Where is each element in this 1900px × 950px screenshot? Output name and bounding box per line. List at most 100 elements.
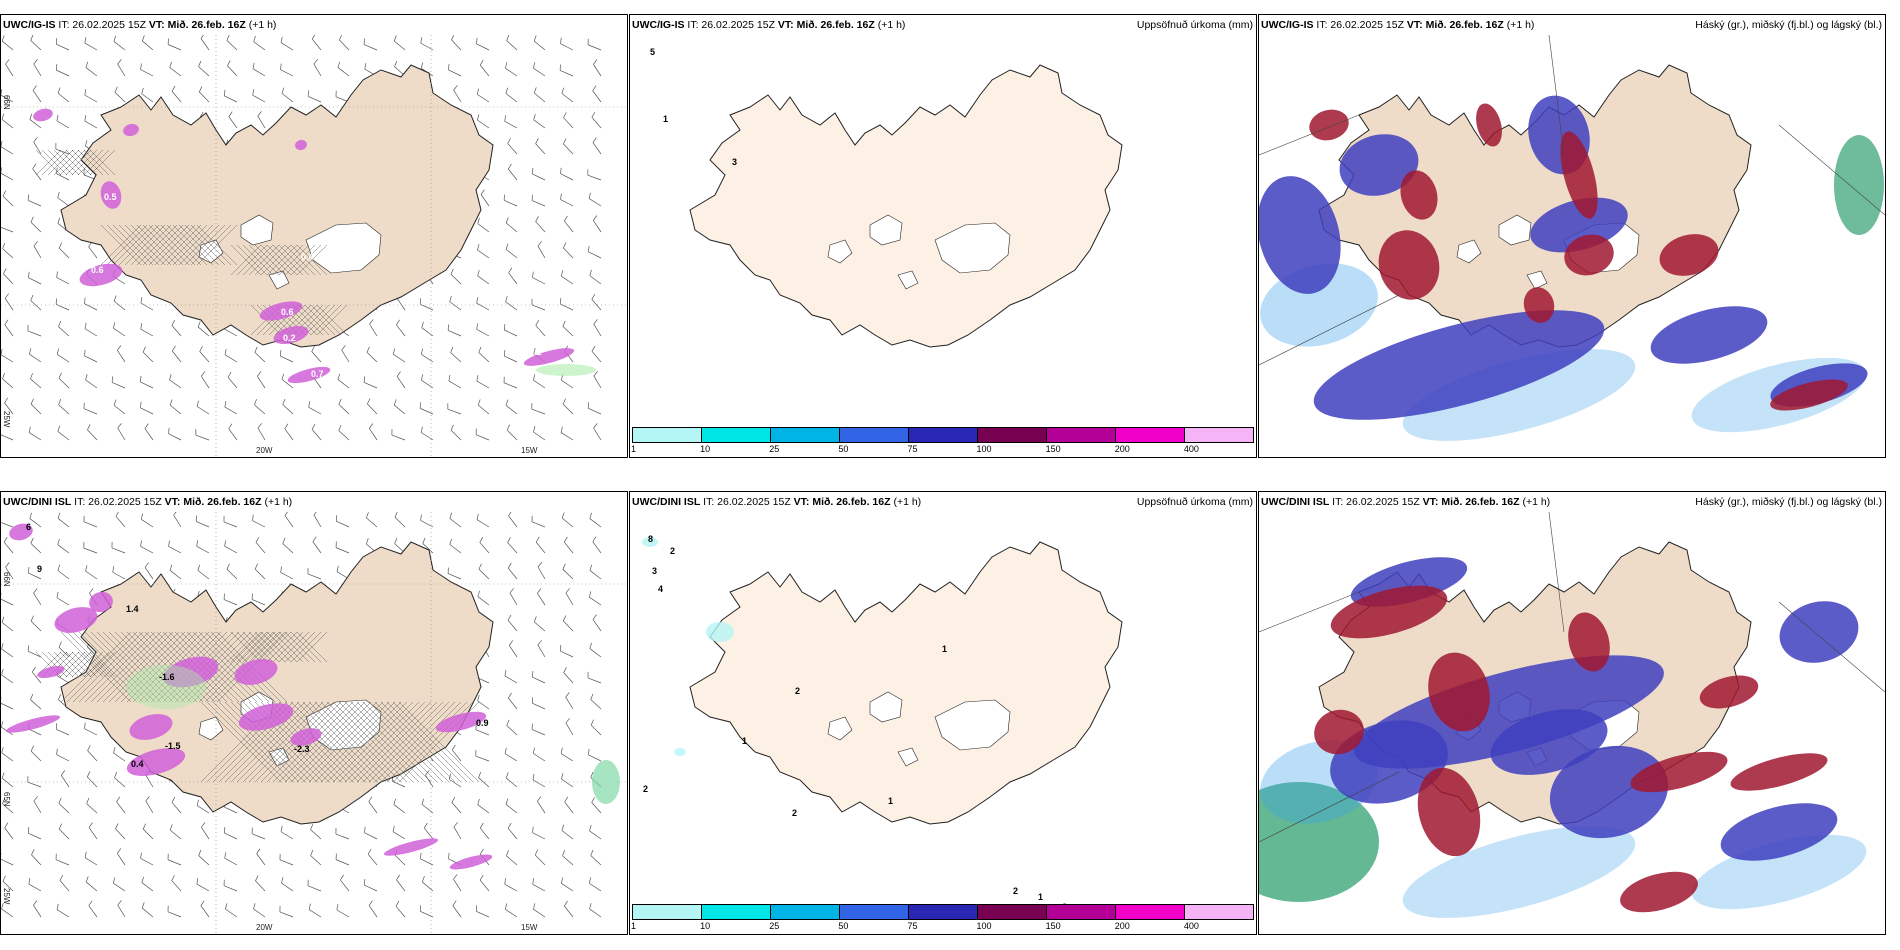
- wind-barb: [30, 615, 42, 632]
- precip-value-label: 2: [643, 784, 648, 794]
- legend-tick-25: 25: [769, 444, 780, 454]
- wind-barb: [227, 371, 238, 389]
- precip-cell: [129, 714, 173, 740]
- wind-barb: [447, 324, 462, 337]
- wind-barb: [478, 346, 490, 363]
- glacier: [198, 716, 224, 741]
- wind-barb: [251, 593, 266, 606]
- wind-barb: [3, 536, 14, 554]
- wind-barb: [339, 35, 350, 51]
- wind-barb: [55, 38, 70, 51]
- high-cloud-area: [1699, 675, 1759, 709]
- high-cloud-area: [1560, 131, 1598, 219]
- wind-barb: [368, 796, 378, 814]
- wind-barb: [144, 423, 154, 441]
- wind-barb: [310, 849, 322, 866]
- cloud-light-layer: [1402, 349, 1636, 441]
- wind-barb: [2, 373, 14, 389]
- wind-barb: [141, 902, 154, 918]
- wind-barb: [561, 270, 574, 285]
- wind-barb: [32, 666, 42, 684]
- wind-barb: [1, 853, 14, 866]
- wind-barb: [392, 348, 406, 363]
- wind-barb: [307, 567, 322, 580]
- high-cloud-area: [1770, 379, 1848, 411]
- legend-swatch-0: [633, 905, 702, 919]
- wind-barb: [396, 371, 406, 389]
- wind-barb: [84, 851, 98, 866]
- panel-dini-cloud: UWC/DINI ISL IT: 26.02.2025 15Z VT: Mið.…: [1258, 491, 1886, 935]
- wind-barb: [478, 563, 490, 580]
- panel-igis-precip: UWC/IG-IS IT: 26.02.2025 15Z VT: Mið. 26…: [629, 14, 1257, 458]
- wind-barb: [480, 189, 490, 207]
- wind-barb: [393, 399, 406, 415]
- wind-barb: [448, 63, 462, 77]
- wind-barb: [2, 190, 14, 207]
- wind-barb: [169, 374, 182, 389]
- wind-barb: [392, 825, 406, 840]
- precip-cell: [100, 181, 122, 209]
- wind-barb: [30, 693, 42, 710]
- wind-barb: [589, 642, 602, 658]
- wind-barb: [1, 592, 14, 606]
- wind-barb: [201, 822, 210, 840]
- wind-barb: [113, 399, 126, 415]
- low-cloud-area: [1650, 306, 1768, 364]
- wind-barb: [58, 797, 70, 814]
- wind-barb: [32, 163, 42, 181]
- wind-barb: [88, 900, 98, 918]
- high-cloud-area: [1730, 753, 1828, 791]
- wind-barb: [476, 513, 490, 528]
- region-boundary: [1259, 294, 1400, 366]
- wind-barb: [257, 111, 266, 129]
- wind-barb: [561, 87, 574, 103]
- legend-tick-200: 200: [1114, 921, 1130, 931]
- wind-barb: [84, 322, 98, 337]
- wind-barb: [587, 671, 602, 684]
- wind-barb: [224, 540, 238, 554]
- wind-barb: [29, 512, 42, 528]
- wind-barb: [83, 542, 98, 554]
- high-cloud-area: [1400, 170, 1438, 220]
- precip-cell: [523, 348, 575, 366]
- wind-barb: [363, 376, 378, 389]
- legend-swatch-5: [978, 428, 1047, 442]
- legend-swatch-2: [771, 428, 840, 442]
- precip-value-label: -1.5: [165, 741, 181, 751]
- precip-value-label: 1: [742, 736, 747, 746]
- wind-barb: [31, 849, 42, 866]
- precip-value-label: 9: [37, 564, 42, 574]
- lead-time: (+1 h): [1506, 19, 1535, 31]
- glacier: [1456, 239, 1482, 264]
- wind-barb: [504, 878, 518, 892]
- wind-barb: [368, 900, 378, 918]
- valid-time: VT: Mið. 26.feb. 16Z: [793, 496, 891, 508]
- precip-value-label: -1.6: [159, 672, 175, 682]
- wind-map: 0.5 0.6 0.4 0.6 0.2 0.7 0.1: [1, 35, 627, 457]
- wind-barb: [58, 641, 70, 658]
- wind-barb: [506, 424, 518, 441]
- lead-time: (+1 h): [877, 19, 906, 31]
- wind-barb: [368, 423, 378, 441]
- wind-barb: [591, 345, 602, 363]
- wind-barb: [592, 215, 602, 233]
- wind-barb: [195, 515, 210, 528]
- wind-barb: [200, 35, 210, 51]
- glacier: [1498, 214, 1532, 246]
- wind-map: 6 9 1.4 -1.6 -1.5 -2.3 0.9 0.4: [1, 512, 627, 934]
- precip-map: 8234121212212: [642, 534, 1123, 912]
- valid-time: VT: Mið. 26.feb. 16Z: [777, 19, 875, 31]
- wind-barb: [560, 193, 574, 207]
- wind-barb: [4, 822, 14, 840]
- wind-barb: [395, 900, 406, 918]
- precip-cell: [642, 537, 658, 547]
- wind-barb: [503, 194, 518, 207]
- precip-cell: [126, 748, 186, 776]
- precip-value-label: 2: [670, 546, 675, 556]
- wind-barb: [1, 167, 14, 181]
- wind-barb: [588, 245, 602, 259]
- wind-barb: [112, 566, 126, 580]
- wind-barb: [561, 512, 574, 528]
- wind-barb: [560, 426, 574, 441]
- wind-barb: [421, 374, 434, 389]
